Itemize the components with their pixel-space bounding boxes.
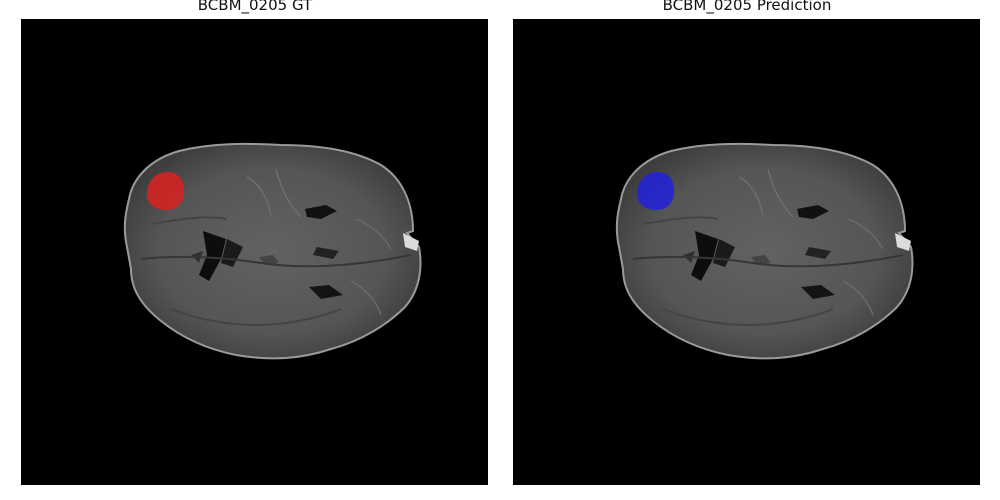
prediction-image-frame xyxy=(513,19,980,485)
gt-panel: BCBM_0205 GT xyxy=(21,0,489,500)
gt-brain-slice xyxy=(123,142,422,360)
prediction-panel: BCBM_0205 Prediction xyxy=(513,0,981,500)
gt-panel-title: BCBM_0205 GT xyxy=(197,0,313,14)
gt-tumor-mask xyxy=(146,172,184,210)
prediction-tumor-mask xyxy=(636,172,674,210)
prediction-brain-mri-image xyxy=(615,142,914,360)
prediction-brain-slice xyxy=(615,142,914,360)
gt-image-frame xyxy=(21,19,488,485)
prediction-panel-title: BCBM_0205 Prediction xyxy=(662,0,832,14)
gt-brain-mri-image xyxy=(123,142,422,360)
